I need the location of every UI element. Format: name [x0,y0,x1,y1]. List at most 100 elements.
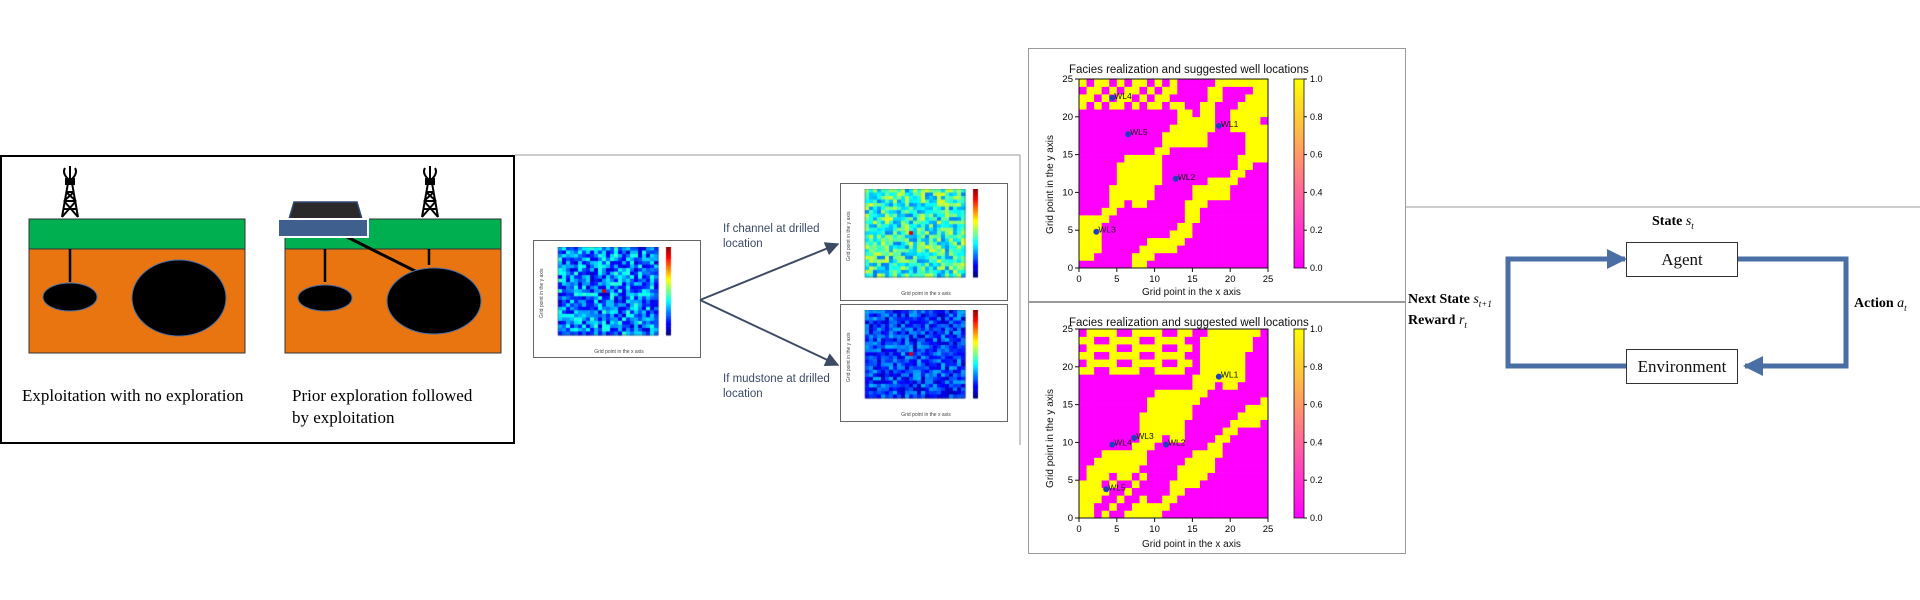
exploitation-scene [28,166,502,354]
well-marker [1109,441,1116,448]
x-tick-label: 0 [1076,524,1081,535]
exploration-diagram-panel: Exploitation with no exploration Prior e… [0,155,515,444]
prior-y-label: Grid point in the y axis [539,268,545,318]
y-tick-label: 15 [1062,150,1073,161]
facies-chart-2-frame: 0 5 10 15 20 25 0 5 10 15 20 25 0.0 0.2 0.4 0.6 0.8 1.0 WL… [1028,302,1406,554]
x-tick-label: 25 [1263,274,1274,285]
x-tick-label: 10 [1149,274,1160,285]
colorbar-tick-label: 0.4 [1310,437,1323,447]
well-label: WL2 [1178,172,1196,182]
y-tick-label: 20 [1062,362,1073,373]
well-marker [1215,122,1222,129]
facies-chart-1-frame: 0 5 10 15 20 25 0 5 10 15 20 25 0.0 0.2 0.4 0.6 0.8 1.0 WL… [1028,48,1406,302]
x-tick-label: 5 [1114,524,1119,535]
facies-grid [1079,79,1269,269]
well-label: WL5 [1108,482,1126,492]
colorbar-tick-label: 0.4 [1310,187,1323,197]
well-marker [1109,94,1116,101]
well-label: WL4 [1114,438,1132,448]
y-tick-label: 5 [1068,225,1073,236]
caption-no-exploration: Exploitation with no exploration [22,386,244,405]
y-tick-label: 0 [1068,513,1073,524]
colorbar-tick-label: 0.8 [1310,362,1323,372]
caption-exploration-line2: by exploitation [292,408,395,427]
mudstone-map-frame: Grid point in the y axis Grid point in t… [840,304,1008,422]
exploration-vessel-icon [277,201,369,238]
prior-map-frame: Grid point in the y axis Grid point in t… [533,240,701,358]
x-tick-label: 20 [1225,274,1236,285]
mudstone-y-label: Grid point in the y axis [846,332,852,382]
arrow-to-mudstone [699,299,840,366]
well-label: WL1 [1221,119,1239,129]
x-tick-label: 15 [1187,524,1198,535]
oil-derrick-icon [61,166,79,218]
colorbar [1293,328,1305,519]
action-arrow [1738,256,1849,376]
well-label: WL2 [1168,438,1186,448]
y-tick-label: 20 [1062,112,1073,123]
colorbar-tick-label: 0.0 [1310,263,1323,273]
channel-y-label: Grid point in the y axis [846,211,852,261]
x-tick-label: 10 [1149,524,1160,535]
colorbar-tick-label: 0.2 [1310,225,1323,235]
well-marker [1103,486,1110,493]
action-label: Action at [1854,296,1907,313]
y-tick-label: 25 [1062,74,1073,85]
x-tick-label: 25 [1263,524,1274,535]
plot-area [1078,78,1269,269]
channel-branch-label: If channel at drilled location [723,223,820,250]
well-marker [1093,228,1100,235]
well-marker [1125,131,1132,138]
state-label: State st [1652,214,1694,231]
mudstone-x-label: Grid point in the x axis [901,412,951,418]
y-tick-label: 10 [1062,437,1073,448]
colorbar [1293,78,1305,269]
chart-1-x-label: Grid point in the x axis [1142,287,1241,298]
small-reservoir [42,282,98,312]
facies-grid [1079,329,1269,519]
x-tick-label: 5 [1114,274,1119,285]
mudstone-branch-label: If mudstone at drilled location [723,373,830,400]
reward-label: Reward rt [1408,313,1467,330]
environment-box: Environment [1626,349,1738,384]
well-marker [1215,373,1222,380]
colorbar-tick-label: 0.6 [1310,150,1323,160]
y-tick-label: 25 [1062,324,1073,335]
colorbar-tick-label: 0.2 [1310,475,1323,485]
y-tick-label: 5 [1068,475,1073,486]
mudstone-posterior-heatmap [859,310,994,410]
colorbar-tick-label: 0.0 [1310,513,1323,523]
feedback-arrow [1505,249,1627,369]
chart-1-y-label: Grid point in the y axis [1045,135,1056,234]
facies-chart-1: 0 5 10 15 20 25 0 5 10 15 20 25 0.0 0.2 0.4 0.6 0.8 1.0 WL… [1062,74,1323,285]
environment-label: Environment [1637,357,1727,376]
y-tick-label: 15 [1062,400,1073,411]
agent-box: Agent [1626,242,1738,277]
plot-area [1078,328,1269,519]
y-tick-label: 0 [1068,263,1073,274]
channel-posterior-heatmap [859,189,994,289]
prior-x-label: Grid point in the x axis [594,349,644,355]
chart-2-title: Facies realization and suggested well lo… [1069,317,1309,329]
well-label: WL3 [1136,431,1154,441]
prior-heatmap [552,247,687,347]
x-tick-label: 20 [1225,524,1236,535]
chart-2-x-label: Grid point in the x axis [1142,539,1241,550]
colorbar-tick-label: 1.0 [1310,74,1323,84]
x-tick-label: 0 [1076,274,1081,285]
rl-loop-arrows [1505,249,1849,376]
facies-chart-2: 0 5 10 15 20 25 0 5 10 15 20 25 0.0 0.2 0.4 0.6 0.8 1.0 WL… [1062,324,1323,535]
agent-label: Agent [1661,250,1703,269]
x-tick-label: 15 [1187,274,1198,285]
well-marker [1131,434,1138,441]
next-state-label: Next State st+1 [1408,292,1492,309]
well-label: WL4 [1114,91,1132,101]
colorbar-tick-label: 0.8 [1310,112,1323,122]
well-label: WL1 [1221,370,1239,380]
caption-exploration-line1: Prior exploration followed [292,386,473,405]
channel-map-frame: Grid point in the y axis Grid point in t… [840,183,1008,301]
channel-x-label: Grid point in the x axis [901,291,951,297]
branch-arrows [699,242,840,366]
well-marker [1162,441,1169,448]
